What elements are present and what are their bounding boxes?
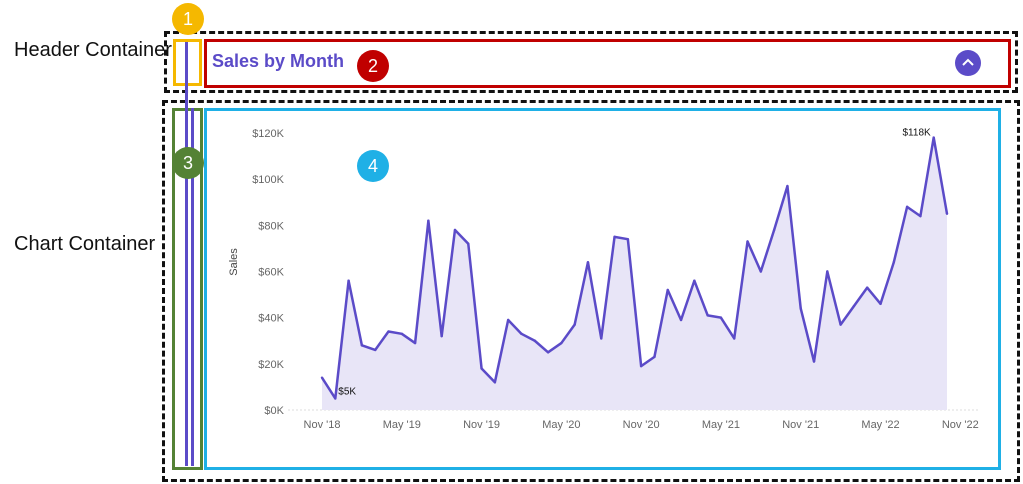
y-tick-label: $60K: [258, 267, 284, 279]
data-point: [546, 351, 550, 354]
data-point: [413, 341, 417, 345]
data-point: [400, 332, 403, 336]
y-axis-label: Sales: [228, 248, 240, 276]
data-point: [772, 228, 776, 232]
x-tick-label: Nov '22: [942, 419, 979, 431]
data-point: [480, 367, 483, 370]
data-point: [467, 242, 470, 245]
data-point: [639, 364, 643, 368]
data-point: [626, 237, 630, 241]
data-point: [919, 214, 922, 218]
data-point: [440, 334, 443, 338]
callout-badge-1: 1: [172, 3, 204, 35]
x-tick-label: Nov '19: [463, 419, 500, 431]
chart-container-label: Chart Container: [14, 233, 156, 255]
data-point: [879, 302, 882, 306]
series-line: [320, 136, 949, 400]
y-tick-label: $80K: [258, 220, 284, 232]
data-point: [852, 304, 856, 308]
y-tick-label: $0K: [264, 405, 284, 417]
data-point: [839, 323, 842, 326]
data-point: [746, 240, 749, 243]
data-point: [360, 344, 364, 347]
callout-badge-4: 4: [357, 150, 389, 182]
x-tick-label: Nov '20: [623, 419, 660, 431]
data-point: [945, 212, 949, 215]
data-label: $118K: [903, 128, 932, 139]
data-point: [334, 397, 337, 400]
x-tick-label: Nov '18: [304, 419, 341, 431]
header-title-box: [204, 39, 1011, 88]
data-point: [573, 323, 576, 326]
callout-badge-3: 3: [172, 147, 204, 179]
data-point: [427, 219, 430, 222]
data-point: [719, 316, 723, 319]
data-point: [786, 184, 789, 188]
data-point: [533, 339, 536, 342]
header-container: [164, 31, 1018, 93]
data-point: [520, 332, 523, 336]
data-label: $5K: [338, 386, 356, 397]
data-point: [866, 286, 869, 289]
data-point: [453, 228, 457, 232]
accent-vertical-line: [185, 42, 188, 466]
data-point: [826, 270, 829, 273]
y-tick-label: $120K: [252, 128, 284, 140]
data-point: [693, 279, 696, 282]
data-point: [373, 348, 377, 352]
data-point: [347, 279, 350, 282]
data-point: [560, 341, 563, 345]
data-point: [733, 337, 736, 340]
data-point: [320, 376, 324, 379]
data-point: [387, 330, 390, 333]
data-point: [586, 261, 590, 264]
data-point: [679, 318, 683, 322]
series-area-fill: [322, 137, 947, 410]
data-point: [506, 318, 510, 322]
data-point: [799, 307, 802, 310]
data-point: [653, 355, 656, 359]
accent-vertical-line: [191, 108, 194, 466]
x-tick-label: May '19: [383, 419, 421, 431]
chart-area-box: [204, 108, 1001, 470]
x-tick-label: May '21: [702, 419, 740, 431]
y-tick-label: $100K: [252, 174, 284, 186]
data-point: [706, 314, 709, 317]
data-point: [600, 337, 603, 340]
data-point: [892, 261, 896, 264]
data-point: [613, 235, 616, 239]
y-tick-label: $20K: [258, 359, 284, 371]
callout-badge-2: 2: [357, 50, 389, 82]
x-tick-label: May '20: [542, 419, 580, 431]
data-point: [493, 381, 497, 384]
header-container-label: Header Container: [14, 39, 172, 61]
chart-container: [162, 100, 1020, 482]
y-tick-label: $40K: [258, 313, 284, 325]
chevron-up-icon: [962, 58, 974, 66]
data-point: [812, 360, 816, 363]
data-point: [666, 288, 669, 292]
data-point: [905, 205, 909, 209]
page-title: Sales by Month: [212, 51, 345, 71]
x-tick-label: Nov '21: [782, 419, 819, 431]
data-point: [759, 270, 763, 273]
collapse-button[interactable]: [955, 50, 981, 76]
data-point: [932, 136, 935, 139]
x-tick-label: May '22: [861, 419, 899, 431]
